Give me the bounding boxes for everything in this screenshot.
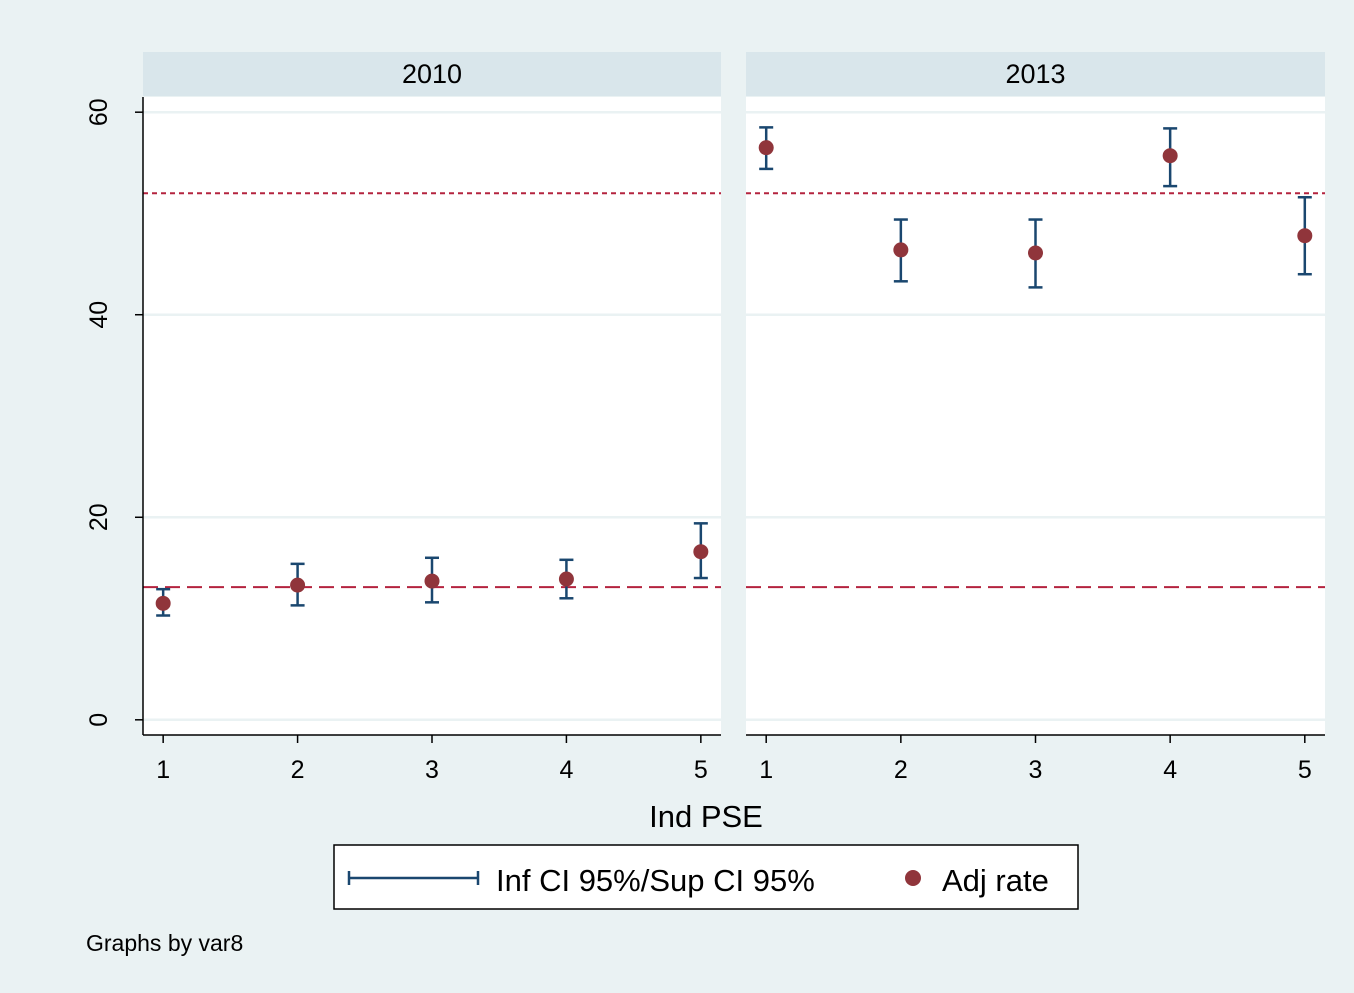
adj-rate-point bbox=[1297, 228, 1313, 244]
footnote: Graphs by var8 bbox=[86, 930, 243, 956]
x-tick-label: 1 bbox=[759, 756, 773, 784]
x-tick-label: 2 bbox=[894, 756, 908, 784]
y-tick-label: 60 bbox=[85, 98, 113, 126]
x-tick-label: 4 bbox=[1163, 756, 1177, 784]
panel-2013: 2013 1 2 3 4 5 bbox=[746, 52, 1325, 784]
y-tick-label: 0 bbox=[85, 713, 113, 727]
adj-rate-point bbox=[1028, 245, 1043, 261]
x-tick-label: 5 bbox=[694, 756, 708, 784]
y-tick-label: 20 bbox=[85, 503, 113, 531]
legend-label-ci: Inf CI 95%/Sup CI 95% bbox=[496, 863, 815, 898]
panel-title: 2013 bbox=[1005, 59, 1065, 89]
panel-strip bbox=[143, 52, 721, 96]
adj-rate-point bbox=[758, 140, 774, 156]
legend-marker bbox=[905, 870, 921, 886]
x-tick-label: 2 bbox=[291, 756, 305, 784]
y-tick-label: 40 bbox=[85, 301, 113, 329]
legend: Inf CI 95%/Sup CI 95% Adj rate bbox=[333, 844, 1079, 910]
x-axis-label: Ind PSE bbox=[649, 799, 763, 834]
plot-region bbox=[746, 97, 1325, 735]
panel-strip bbox=[746, 52, 1325, 96]
x-tick-label: 3 bbox=[1029, 756, 1043, 784]
adj-rate-point bbox=[424, 573, 440, 589]
adj-rate-point bbox=[155, 595, 171, 611]
panel-title: 2010 bbox=[402, 59, 462, 89]
y-axis: 0 20 40 60 bbox=[85, 97, 144, 735]
panel-2010: 2010 1 2 3 4 5 bbox=[143, 52, 721, 784]
adj-rate-point bbox=[893, 242, 909, 258]
x-tick-label: 3 bbox=[425, 756, 439, 784]
x-tick-label: 1 bbox=[156, 756, 170, 784]
legend-label-adj-rate: Adj rate bbox=[942, 863, 1049, 898]
adj-rate-point bbox=[558, 571, 574, 587]
x-tick-label: 4 bbox=[559, 756, 573, 784]
adj-rate-point bbox=[1162, 148, 1178, 164]
adj-rate-point bbox=[693, 544, 709, 560]
plot-region bbox=[143, 97, 721, 735]
adj-rate-point bbox=[290, 577, 306, 593]
x-tick-label: 5 bbox=[1298, 756, 1312, 784]
